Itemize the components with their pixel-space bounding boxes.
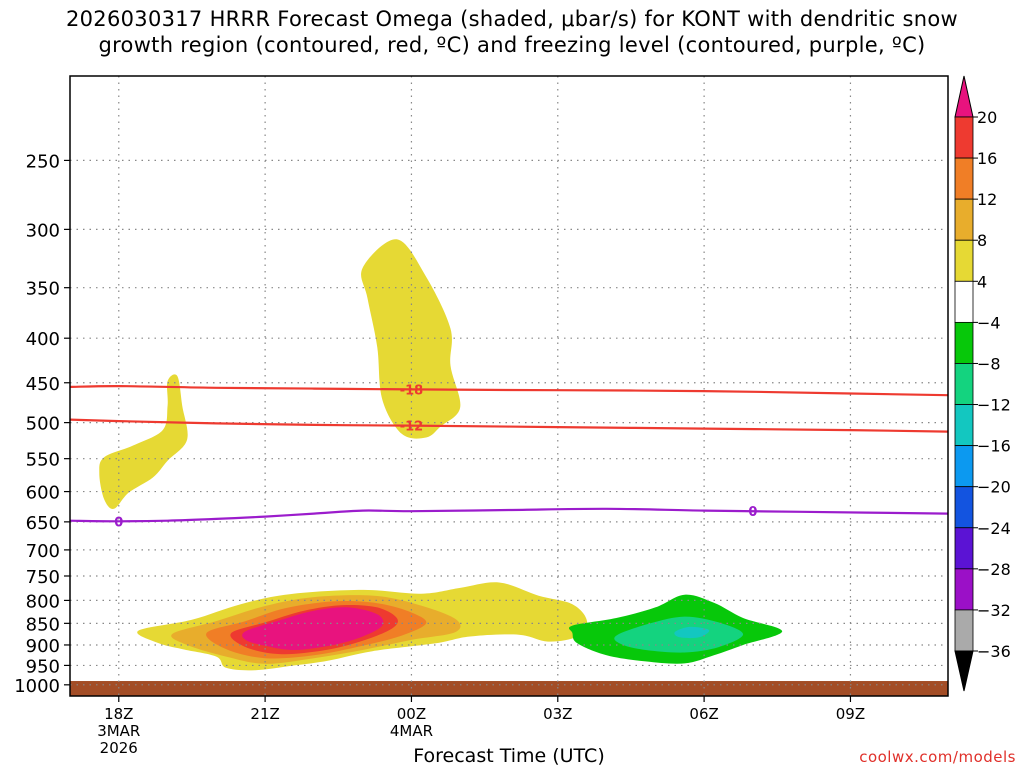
contour-line-1: [70, 418, 948, 433]
colorbar-label: 4: [977, 272, 987, 291]
contour-label-0: -18: [400, 383, 424, 398]
x-tick-label: 3MAR: [97, 722, 140, 740]
omega-region-1: [361, 239, 461, 439]
contour-label-1: -12: [400, 420, 424, 435]
colorbar-swatch: [954, 116, 974, 159]
colorbar-swatch: [954, 239, 974, 282]
x-tick-label: 4MAR: [390, 722, 433, 740]
y-tick-label: 750: [26, 567, 60, 588]
colorbar-label: 12: [977, 190, 997, 209]
x-axis-label: Forecast Time (UTC): [413, 745, 605, 767]
colorbar-swatch: [954, 445, 974, 488]
y-tick-label: 400: [26, 329, 60, 350]
omega-shading: [99, 239, 783, 671]
y-tick-label: 550: [26, 450, 60, 471]
colorbar-swatch: [954, 363, 974, 405]
x-tick-label: 09Z: [836, 705, 865, 723]
y-tick-label: 950: [26, 656, 60, 677]
x-tick-label: 2026: [100, 739, 138, 757]
colorbar-label: 8: [977, 231, 987, 250]
colorbar-swatch: [954, 321, 974, 364]
colorbar-label: −8: [977, 354, 1001, 373]
colorbar-label: −16: [977, 437, 1011, 456]
contour-line-0: [70, 384, 948, 397]
colorbar: 20 16 12 8 4 −4 −8 −12 −16 −20 −24 −28 −32 −36: [954, 75, 1011, 692]
x-tick-label: 00Z: [397, 705, 426, 723]
plot-frame: [69, 75, 949, 697]
y-tick-label: 250: [26, 151, 60, 172]
omega-region-0: [99, 374, 188, 509]
x-tick-label: 21Z: [250, 705, 279, 723]
omega-region-11: [547, 620, 568, 631]
colorbar-swatch: [954, 198, 974, 241]
chart-title-line-1: 2026030317 HRRR Forecast Omega (shaded, …: [65, 7, 959, 31]
temperature-contours: -18 -12 0 0: [70, 383, 948, 530]
colorbar-swatch: [954, 157, 974, 200]
colorbar-label: −36: [977, 642, 1011, 661]
colorbar-bottom-arrow: [954, 650, 974, 692]
contour-line-2: [70, 507, 948, 523]
y-tick-label: 700: [26, 541, 60, 562]
omega-region-6: [242, 607, 384, 651]
omega-region-9: [674, 626, 710, 639]
chart-title: 2026030317 HRRR Forecast Omega (shaded, …: [0, 6, 1024, 58]
chart-title-line-2: growth region (contoured, red, ºC) and f…: [98, 33, 926, 57]
y-tick-label: 350: [26, 279, 60, 300]
colorbar-label: −4: [977, 313, 1001, 332]
colorbar-label: −28: [977, 560, 1011, 579]
y-tick-label: 500: [26, 414, 60, 435]
y-tick-label: 650: [26, 513, 60, 534]
y-tick-label: 1000: [14, 676, 60, 697]
colorbar-swatch: [954, 486, 974, 529]
y-tick-label: 600: [26, 483, 60, 504]
colorbar-label: −32: [977, 601, 1011, 620]
colorbar-swatch: [954, 527, 974, 570]
colorbar-label: −24: [977, 519, 1011, 538]
y-tick-label: 450: [26, 374, 60, 395]
omega-region-10: [455, 610, 476, 617]
y-tick-label: 800: [26, 591, 60, 612]
y-tick-label: 900: [26, 636, 60, 657]
colorbar-label: 16: [977, 149, 997, 168]
pressure-axis: 2503003504004505005506006507007508008509…: [14, 151, 70, 697]
y-tick-label: 850: [26, 614, 60, 635]
colorbar-label: −12: [977, 396, 1011, 415]
contour-label-3: 0: [748, 505, 757, 520]
x-tick-label: 03Z: [543, 705, 572, 723]
contour-label-2: 0: [114, 515, 123, 530]
colorbar-swatch: [954, 568, 974, 611]
colorbar-swatch: [954, 280, 974, 323]
colorbar-swatch: [954, 404, 974, 447]
y-tick-label: 300: [26, 220, 60, 241]
ground-layer: [70, 681, 948, 696]
colorbar-label: −20: [977, 478, 1011, 497]
x-tick-label: 06Z: [689, 705, 718, 723]
colorbar-swatch: [954, 609, 974, 652]
colorbar-top-arrow: [954, 75, 974, 118]
x-tick-label: 18Z: [104, 705, 133, 723]
colorbar-label: 20: [977, 108, 997, 127]
ground-surface: [70, 681, 948, 696]
credit-text: coolwx.com/models: [859, 748, 1016, 766]
